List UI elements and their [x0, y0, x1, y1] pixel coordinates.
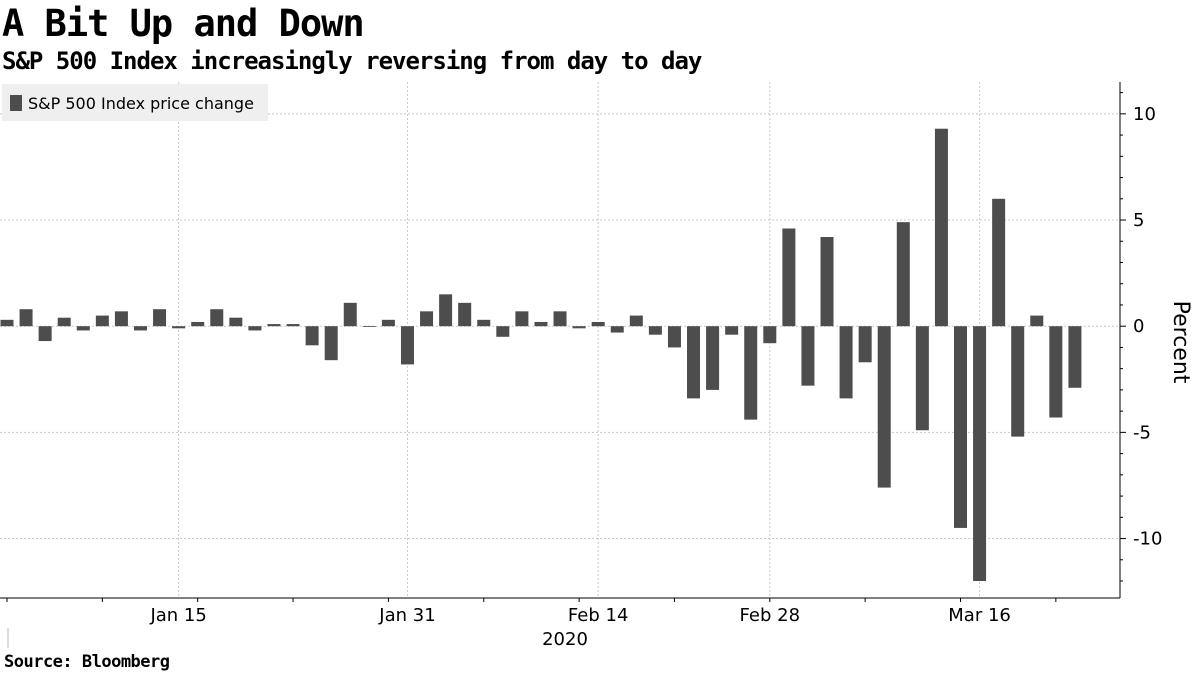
bar [477, 319, 491, 327]
bar [667, 326, 681, 348]
y-tick-label: 5 [1133, 210, 1144, 231]
bar [343, 302, 357, 327]
x-tick-label: Jan 15 [149, 605, 206, 626]
bar [496, 326, 510, 337]
bar [19, 309, 33, 327]
bar [515, 311, 529, 327]
bar [400, 326, 414, 365]
x-tick-label: Jan 31 [378, 605, 435, 626]
bar [706, 326, 720, 390]
bar [687, 326, 701, 399]
bar [629, 315, 643, 327]
bar [877, 326, 891, 488]
bar [420, 311, 434, 327]
bar [648, 326, 662, 335]
bar [324, 326, 338, 361]
bar [1049, 326, 1063, 418]
bar [76, 326, 90, 331]
bar [553, 311, 567, 327]
bar [896, 222, 910, 327]
bar [133, 326, 147, 331]
legend-swatch [10, 95, 22, 111]
bar [305, 326, 319, 346]
bar [95, 315, 109, 327]
bar [114, 311, 128, 327]
bar [610, 326, 624, 333]
gridlines [0, 82, 1120, 598]
bar [915, 326, 929, 431]
chart-title: A Bit Up and Down [2, 2, 365, 45]
bar [38, 326, 52, 342]
bar [534, 321, 548, 327]
bar [1068, 326, 1082, 388]
bar [763, 326, 777, 344]
bar [858, 326, 872, 363]
bar [191, 321, 205, 327]
y-tick-label: -10 [1133, 529, 1162, 550]
y-axis-label: Percent [1168, 301, 1193, 384]
source-note: Source: Bloomberg [4, 652, 170, 672]
bar [362, 326, 376, 327]
bar [992, 198, 1006, 327]
bar [210, 309, 224, 327]
bar [1011, 326, 1025, 437]
bar [801, 326, 815, 386]
bar [153, 309, 167, 327]
bar [172, 326, 186, 329]
bar [381, 319, 395, 327]
legend-entry: S&P 500 Index price change [28, 94, 254, 113]
y-tick-label: -5 [1133, 422, 1151, 443]
y-tick-label: 10 [1133, 104, 1156, 125]
tick-labels: 10 5 0 -5 -10 Jan 15 Jan 31 Feb 14 Feb 28 Mar 16 [149, 104, 1162, 626]
bar [725, 326, 739, 335]
bar [839, 326, 853, 399]
x-tick-label: Mar 16 [948, 605, 1011, 626]
bar [954, 326, 967, 528]
bar [286, 324, 300, 327]
bar [0, 319, 14, 327]
bar [572, 326, 586, 329]
bar [229, 317, 243, 327]
x-tick-label: Feb 28 [740, 605, 801, 626]
legend-background [2, 84, 268, 121]
bar [591, 321, 605, 327]
chart-subtitle: S&P 500 Index increasingly reversing fro… [2, 47, 702, 75]
bar [267, 324, 281, 327]
bar [744, 326, 758, 420]
axes [0, 82, 1126, 648]
bar [934, 128, 948, 327]
bar [973, 326, 987, 582]
bar [57, 317, 71, 327]
bar [439, 294, 453, 327]
y-tick-label: 0 [1133, 316, 1144, 337]
legend: S&P 500 Index price change [2, 84, 268, 121]
bar [820, 237, 834, 327]
x-year-label: 2020 [542, 629, 588, 650]
bar [458, 302, 472, 327]
bars [0, 128, 1082, 582]
bar [248, 326, 262, 331]
bar [1030, 315, 1044, 327]
x-tick-label: Feb 14 [568, 605, 629, 626]
bar [782, 228, 796, 327]
